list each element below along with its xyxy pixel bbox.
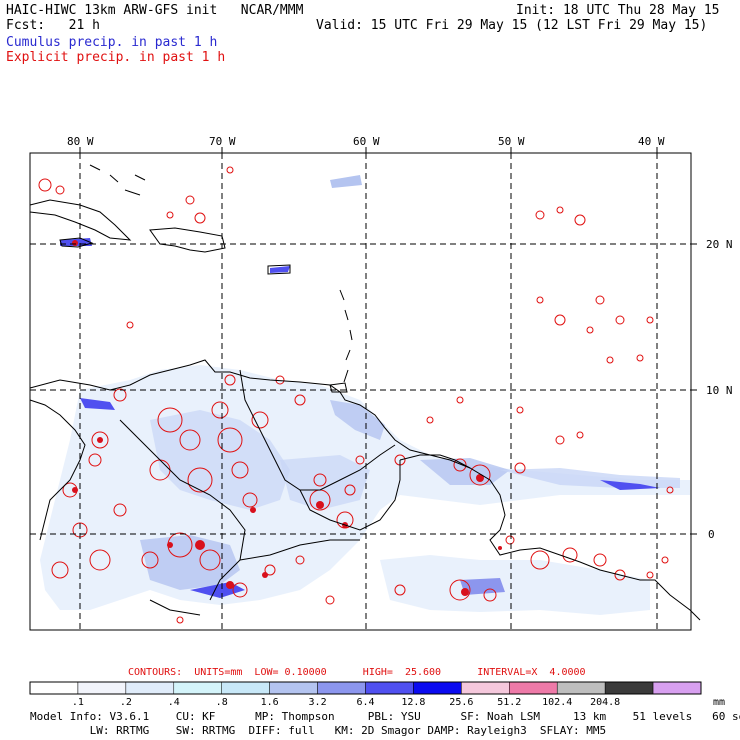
lon-label-50w: 50 W	[498, 135, 525, 148]
colorbar-cell	[604, 681, 654, 695]
lat-label-20n: 20 N	[706, 238, 733, 251]
cumulus-legend: Cumulus precip. in past 1 h	[6, 35, 218, 50]
explicit-precip-contours	[38, 166, 674, 624]
colorbar-cell	[413, 681, 462, 695]
lat-label-10n: 10 N	[706, 384, 733, 397]
colorbar-cell	[269, 681, 318, 695]
colorbar-cell	[556, 681, 606, 695]
init-time: Init: 18 UTC Thu 28 May 15	[516, 3, 720, 18]
colorbar-cell	[317, 681, 366, 695]
colorbar-tick-label: 51.2	[497, 697, 522, 708]
colorbar-tick-label: .4	[167, 697, 180, 708]
colorbar-cell	[125, 681, 175, 695]
contours-info: CONTOURS: UNITS=mm LOW= 0.10000 HIGH= 25…	[128, 667, 586, 678]
colorbar-tick-label: .1	[71, 697, 84, 708]
colorbar-tick-label: 25.6	[449, 697, 474, 708]
colorbar-tick-label: .2	[119, 697, 132, 708]
lat-label-0: 0	[708, 528, 715, 541]
valid-time: Valid: 15 UTC Fri 29 May 15 (12 LST Fri …	[316, 18, 708, 33]
lon-label-60w: 60 W	[353, 135, 380, 148]
colorbar-cell	[652, 681, 702, 695]
colorbar-tick-label: 102.4	[542, 697, 573, 708]
explicit-legend: Explicit precip. in past 1 h	[6, 50, 226, 65]
colorbar-tick-label: 204.8	[590, 697, 621, 708]
colorbar-tick-label: 6.4	[356, 697, 375, 708]
colorbar-tick-label: 1.6	[260, 697, 279, 708]
colorbar-cell	[173, 681, 222, 695]
colorbar-tick-label: 3.2	[308, 697, 327, 708]
colorbar-cell	[461, 681, 510, 695]
colorbar-cell	[221, 681, 270, 695]
colorbar-cell	[29, 681, 79, 695]
colorbar-tick-label: 12.8	[401, 697, 426, 708]
colorbar-cell	[77, 681, 127, 695]
tick-marks	[79, 147, 697, 535]
lon-label-40w: 40 W	[638, 135, 665, 148]
colorbar-unit: mm	[712, 697, 726, 708]
model-info-line2: LW: RRTMG SW: RRTMG DIFF: full KM: 2D Sm…	[30, 724, 607, 737]
lon-label-80w: 80 W	[67, 135, 94, 148]
colorbar-tick-label: .8	[215, 697, 228, 708]
colorbar-cell	[509, 681, 558, 695]
colorbar	[29, 681, 702, 695]
model-title: HAIC-HIWC 13km ARW-GFS init NCAR/MMM	[6, 3, 304, 18]
lon-label-70w: 70 W	[209, 135, 236, 148]
graticule	[30, 153, 691, 630]
coastlines	[29, 164, 701, 621]
cumulus-precip-shading	[40, 175, 690, 615]
forecast-hour: Fcst: 21 h	[6, 18, 100, 33]
model-info-line1: Model Info: V3.6.1 CU: KF MP: Thompson P…	[30, 710, 740, 723]
map-frame	[29, 152, 692, 631]
colorbar-cell	[365, 681, 414, 695]
